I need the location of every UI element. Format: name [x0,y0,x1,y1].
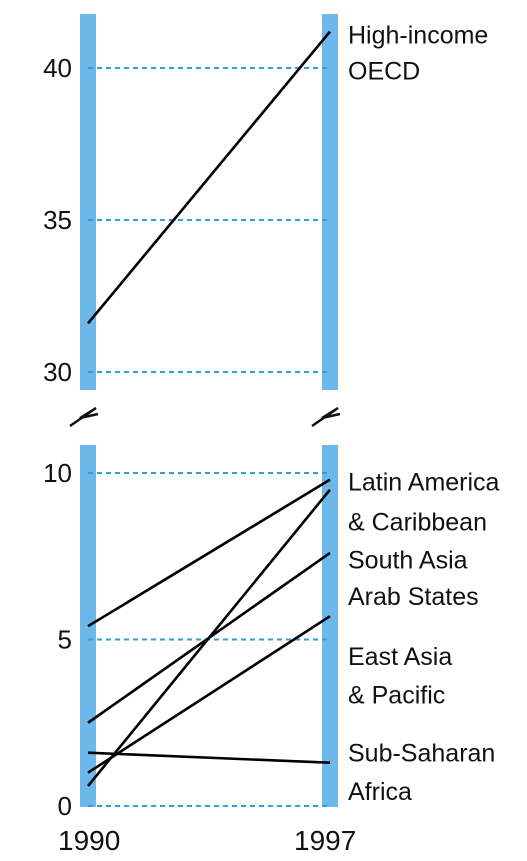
axis-break-left-icon [69,406,99,428]
series-label-south-asia: South Asia [348,547,468,575]
upper-tick-label-30: 30 [43,357,72,387]
left-axis-bar-upper [80,14,96,390]
lower-tick-label-10: 10 [43,458,72,488]
series-label-oecd-line-1: High-income [348,22,488,50]
upper-tick-label-40: 40 [43,53,72,83]
series-line-high-income-oecd [86,30,332,325]
series-lines [86,30,332,787]
series-label-east-asia: East Asia [348,643,452,671]
series-labels: High-income OECD Latin America & Caribbean S… [348,22,500,806]
lower-tick-label-5: 5 [58,625,72,655]
series-label-pacific: & Pacific [348,681,445,709]
x-label-1990: 1990 [58,825,120,856]
series-label-africa: Africa [348,778,412,806]
series-label-arab-states: Arab States [348,583,479,611]
series-label-caribbean: & Caribbean [348,508,487,536]
series-label-sub-saharan: Sub-Saharan [348,740,495,768]
axis-break-right-icon [311,406,341,428]
lower-tick-label-0: 0 [58,791,72,821]
right-axis-bar-lower [322,445,338,807]
series-label-latin-america: Latin America [348,468,500,496]
right-axis-bar-upper [322,14,338,390]
y-tick-labels: 30 35 40 0 5 10 [43,53,72,821]
upper-tick-label-35: 35 [43,205,72,235]
series-line-sub-saharan-africa [87,751,331,765]
series-line-east-asia-pacific [87,615,331,774]
series-label-oecd-line-2: OECD [348,58,420,86]
series-line-latin-america-caribbean [87,478,331,628]
series-line-arab-states [87,551,331,724]
x-label-1997: 1997 [294,825,356,856]
